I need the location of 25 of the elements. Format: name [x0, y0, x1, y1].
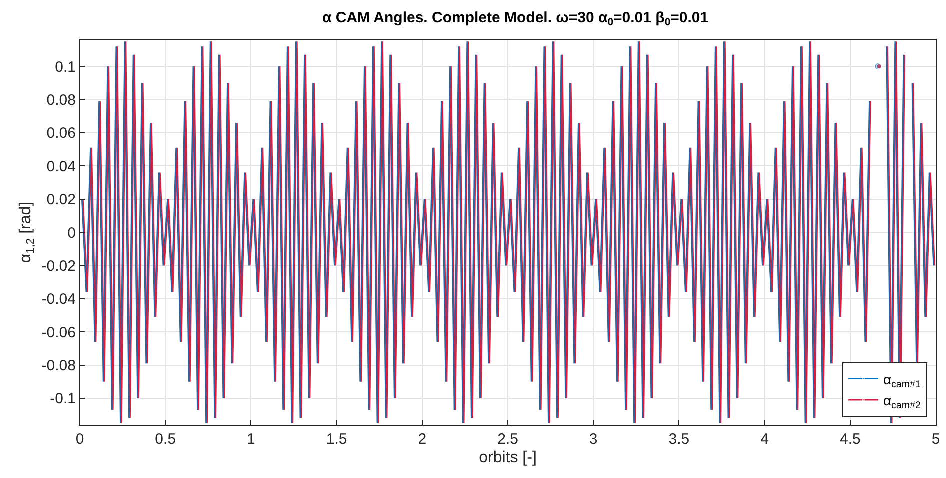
- y-tick-label: -0.04: [42, 291, 76, 308]
- x-tick-label: 2: [418, 431, 427, 448]
- y-tick-label: -0.06: [42, 324, 76, 342]
- legend-label: α$_{cam#2}$: [883, 392, 921, 412]
- x-axis-title: orbits [-]: [479, 450, 537, 467]
- y-tick-label: 0.1: [55, 58, 76, 76]
- y-tick-label: 0.02: [46, 192, 76, 209]
- y-tick-label: 0.04: [46, 158, 76, 176]
- x-tick-label: 2.5: [498, 431, 518, 448]
- x-tick-label: 5: [932, 431, 940, 448]
- chart-title: α CAM Angles. Complete Model. ω=30 α$_{0}$=0.01 β$_{0}$=0.01: [322, 9, 709, 29]
- y-tick-label: -0.02: [42, 258, 76, 275]
- x-tick-label: 1: [247, 431, 256, 448]
- y-tick-label: -0.08: [42, 358, 76, 375]
- legend-label: α$_{cam#1}$: [883, 371, 921, 390]
- x-tick-label: 0.5: [155, 431, 176, 448]
- y-tick-label: 0.06: [46, 125, 76, 142]
- y-tick-label: -0.1: [50, 390, 76, 408]
- y-tick-label: 0.08: [46, 92, 76, 109]
- x-tick-label: 1.5: [326, 431, 348, 448]
- x-tick-label: 3: [589, 431, 598, 448]
- x-tick-label: 4: [760, 431, 769, 448]
- y-tick-label: 0: [68, 224, 76, 242]
- x-tick-label: 3.5: [668, 431, 690, 448]
- x-tick-label: 4.5: [840, 431, 861, 448]
